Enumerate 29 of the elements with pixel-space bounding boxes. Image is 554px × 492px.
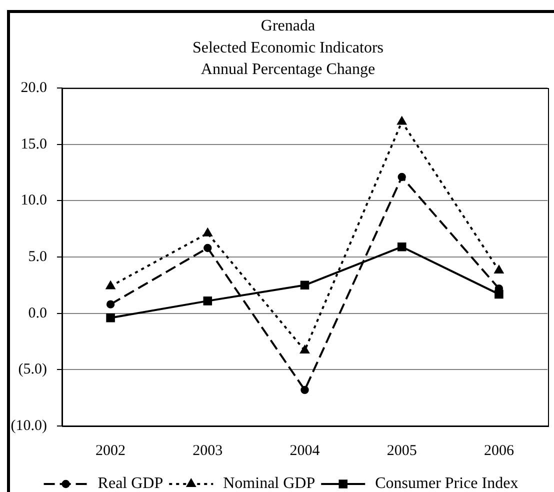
point [203, 296, 212, 306]
point [106, 313, 115, 322]
point [398, 172, 406, 182]
point [397, 116, 407, 125]
point [106, 280, 116, 290]
point [204, 244, 212, 252]
x-tick-label: 2004 [290, 442, 320, 459]
point [202, 228, 212, 236]
x-tick-label: 2005 [386, 442, 417, 459]
y-tick-label: (10.0) [10, 418, 47, 434]
x-tick-label: 2002 [96, 442, 126, 459]
x-tick-label: 2003 [192, 442, 223, 459]
point [397, 242, 406, 252]
point [300, 280, 310, 290]
point [106, 300, 115, 308]
legend-label: Nominal GDP [223, 475, 316, 492]
y-tick-label: 5.0 [28, 248, 47, 265]
legend-label: Consumer Price Index [375, 475, 518, 492]
chart-title: Grenada Selected Economic Indicators Annual Percentage Change [192, 18, 384, 78]
y-tick-label: 0.0 [28, 305, 47, 322]
point [494, 265, 504, 274]
y-tick-label: 15.0 [20, 136, 47, 152]
y-tick-label: 10.0 [20, 192, 47, 209]
x-tick-label: 2006 [484, 442, 514, 459]
y-tick-label: 20.0 [20, 80, 47, 96]
point [300, 345, 310, 354]
point [300, 386, 309, 394]
legend-label: Real GDP [98, 475, 164, 492]
y-tick-label: (5.0) [18, 362, 47, 378]
